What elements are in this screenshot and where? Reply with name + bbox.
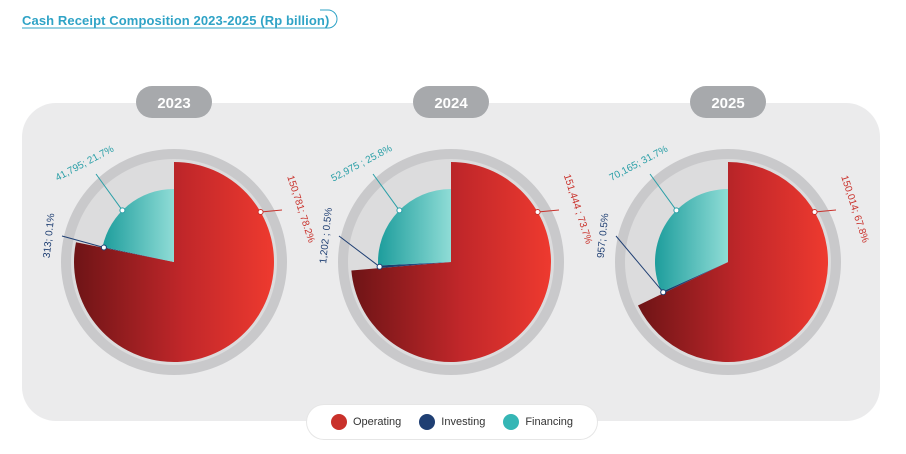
year-label-2024: 2024 <box>434 95 468 112</box>
legend-swatch-operating <box>330 414 347 430</box>
legend-label-investing: Investing <box>441 416 486 428</box>
legend-item-investing: Investing <box>419 414 485 430</box>
callout-line-investing-2023 <box>61 235 105 248</box>
pie-slice-operating-2023 <box>74 162 275 362</box>
pie-slice-investing-2025 <box>661 262 728 294</box>
data-label-investing-2025: 957; 0.5% <box>596 213 612 259</box>
callout-line-operating-2024 <box>537 209 560 213</box>
legend-item-financing: Financing <box>503 414 573 430</box>
pie-slice-operating-2025 <box>637 162 829 362</box>
callout-dot-operating-2025 <box>811 209 818 215</box>
callout-dot-financing-2024 <box>396 207 403 214</box>
callout-line-investing-2025 <box>615 235 664 293</box>
data-label-operating-2024: 151,444 ; 73.7% <box>561 173 594 246</box>
pie-slice-financing-2023 <box>102 188 174 262</box>
year-badge-2023 <box>136 86 212 118</box>
callout-dot-operating-2024 <box>534 209 541 215</box>
callout-dot-financing-2023 <box>119 207 126 214</box>
pie-slice-financing-2024 <box>377 188 451 266</box>
data-label-investing-2023: 313; 0.1% <box>42 213 58 259</box>
legend-label-operating: Operating <box>352 416 402 428</box>
data-label-investing-2024: 1,202 ; 0.5% <box>318 207 335 264</box>
callout-dot-investing-2025 <box>660 289 667 296</box>
callout-line-operating-2025 <box>814 209 837 213</box>
legend-item-operating: Operating <box>330 414 402 430</box>
callout-dot-operating-2023 <box>257 209 264 215</box>
pie-slice-financing-2025 <box>655 189 728 292</box>
callout-line-financing-2024 <box>372 173 400 211</box>
legend-swatch-investing <box>419 414 436 430</box>
callout-line-financing-2025 <box>649 173 677 211</box>
callout-dot-investing-2023 <box>100 244 107 251</box>
pie-slice-investing-2023 <box>102 246 174 262</box>
legend-label-financing: Financing <box>525 416 574 428</box>
legend-swatch-financing <box>503 414 520 430</box>
title-decoration <box>22 9 338 29</box>
pie-slice-operating-2024 <box>351 162 552 362</box>
year-badge-2024 <box>413 86 489 118</box>
year-label-2023: 2023 <box>157 95 190 112</box>
legend: Operating Investing Financing <box>307 405 597 439</box>
year-label-2025: 2025 <box>711 95 744 112</box>
callout-line-financing-2023 <box>95 173 123 211</box>
callout-line-operating-2023 <box>260 209 283 213</box>
data-label-operating-2025: 150,014; 67.8% <box>838 174 870 244</box>
callout-dot-financing-2025 <box>673 207 680 214</box>
callout-line-investing-2024 <box>338 235 380 268</box>
callout-dot-investing-2024 <box>376 263 383 270</box>
data-label-operating-2023: 150,781; 78.2% <box>284 174 316 244</box>
year-badge-2025 <box>690 86 766 118</box>
pie-slice-investing-2024 <box>378 262 451 269</box>
chart-title: Cash Receipt Composition 2023-2025 (Rp b… <box>22 13 330 28</box>
